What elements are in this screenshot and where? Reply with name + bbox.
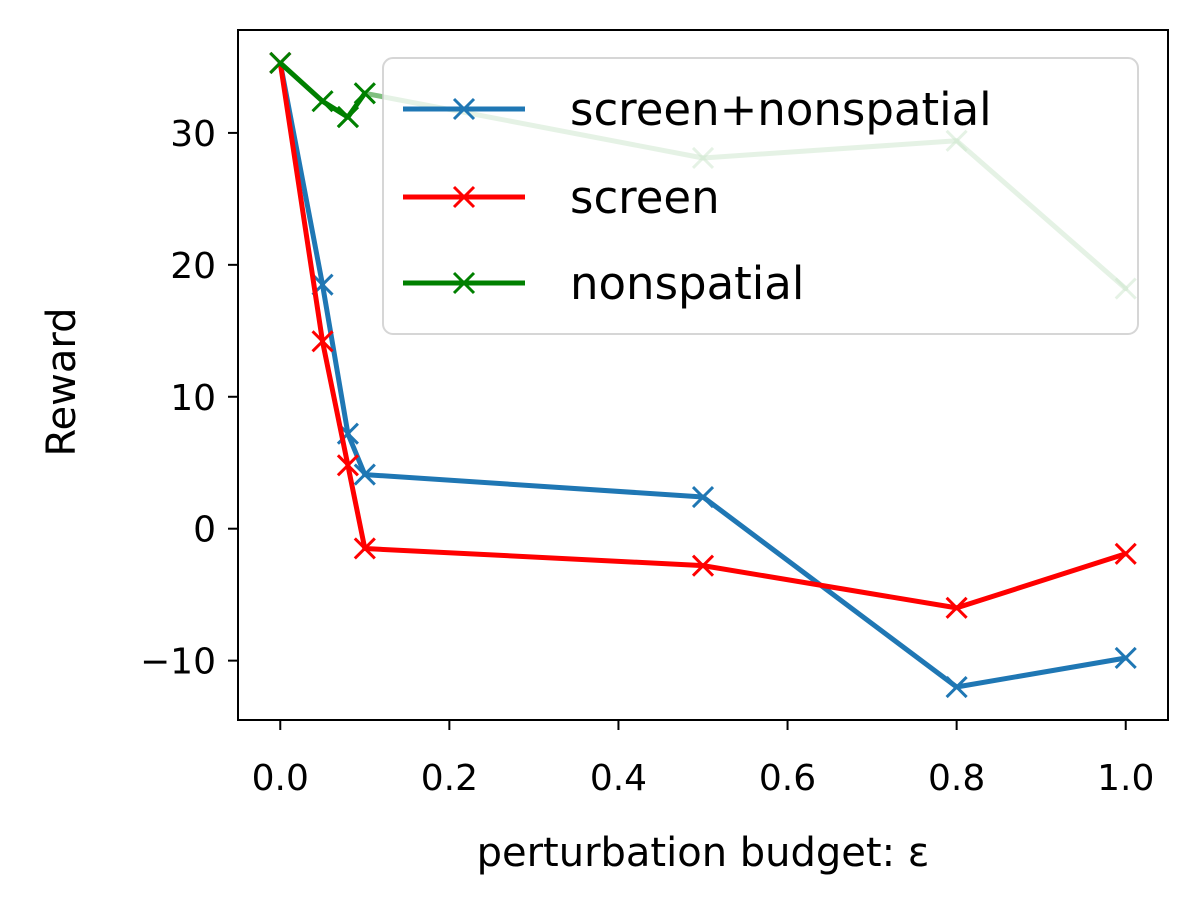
data-point-nonspatial	[353, 82, 376, 105]
y-tick-label: 30	[170, 114, 216, 155]
data-point-nonspatial	[336, 106, 359, 129]
y-tick-label: 20	[170, 246, 216, 287]
x-tick-label: 0.6	[759, 758, 816, 799]
x-tick-label: 0.8	[928, 758, 985, 799]
y-tick-label: −10	[140, 642, 216, 683]
data-point-nonspatial	[269, 51, 292, 75]
x-tick-label: 0.2	[421, 758, 478, 799]
legend-label: nonspatial	[570, 257, 804, 310]
y-tick-label: 0	[193, 510, 216, 551]
data-point-screen	[945, 596, 968, 619]
legend-box	[382, 57, 1139, 335]
data-point-screen	[691, 554, 715, 577]
data-point-screen-nonspatial	[691, 485, 715, 509]
legend-marker	[452, 271, 476, 295]
plot-frame	[237, 29, 1169, 721]
data-point-screen	[1114, 542, 1137, 565]
data-point-screen	[336, 454, 359, 477]
legend-item-nonspatial: nonspatial	[403, 257, 804, 310]
x-axis-title: perturbation budget: ε	[477, 830, 930, 876]
data-point-screen-nonspatial	[353, 463, 376, 486]
data-point-nonspatial	[311, 90, 334, 113]
x-axis: 0.0 0.2 0.4 0.6 0.8 1.0	[252, 720, 1154, 799]
legend-label: screen	[570, 171, 720, 224]
legend-item-screen-nonspatial: screen+nonspatial	[403, 83, 992, 136]
data-point-screen	[353, 537, 376, 560]
data-point-screen-nonspatial	[1114, 646, 1137, 670]
y-axis-title: Reward	[39, 308, 85, 457]
x-tick-label: 0.0	[252, 758, 309, 799]
legend-item-screen: screen	[403, 171, 720, 224]
y-axis: −10 0 10 20 30	[140, 114, 238, 683]
y-tick-label: 10	[170, 378, 216, 419]
legend-marker	[452, 97, 476, 121]
legend-label: screen+nonspatial	[570, 83, 992, 136]
data-point-screen	[311, 330, 334, 353]
data-point-screen-nonspatial	[945, 675, 968, 699]
legend: screen+nonspatial screen nonspatial	[403, 83, 992, 310]
x-tick-label: 0.4	[590, 758, 647, 799]
x-tick-label: 1.0	[1097, 758, 1154, 799]
legend-marker	[452, 185, 476, 209]
